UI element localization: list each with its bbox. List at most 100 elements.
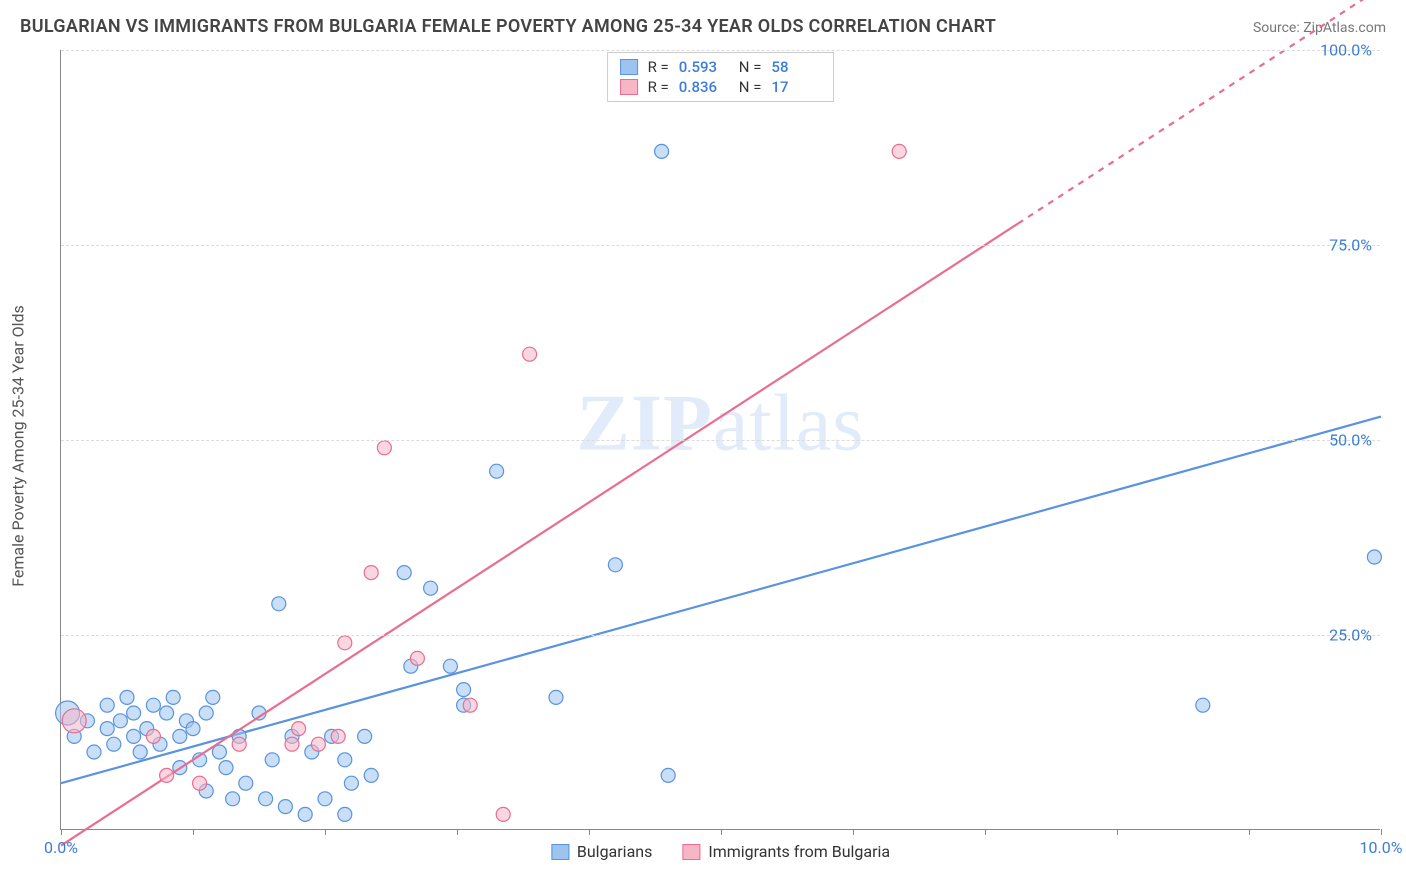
- data-point: [199, 706, 213, 720]
- x-tick-mark: [985, 829, 986, 835]
- data-point: [549, 690, 563, 704]
- data-point: [127, 729, 141, 743]
- data-point: [331, 729, 345, 743]
- data-point: [226, 792, 240, 806]
- x-tick-mark: [1117, 829, 1118, 835]
- data-point: [160, 768, 174, 782]
- legend-n-label: N =: [739, 58, 762, 76]
- data-point: [166, 690, 180, 704]
- data-point: [661, 768, 675, 782]
- x-tick-mark: [1249, 829, 1250, 835]
- plot-area: ZIPatlas R =0.593N =58R =0.836N =17 Bulg…: [60, 50, 1380, 830]
- data-point: [292, 722, 306, 736]
- legend-swatch: [682, 844, 700, 860]
- data-point: [358, 729, 372, 743]
- data-point: [463, 698, 477, 712]
- x-tick-mark: [193, 829, 194, 835]
- data-point: [338, 807, 352, 821]
- x-tick-mark: [325, 829, 326, 835]
- data-point: [239, 776, 253, 790]
- data-point: [100, 722, 114, 736]
- data-point: [146, 729, 160, 743]
- data-point: [298, 807, 312, 821]
- data-point: [1196, 698, 1210, 712]
- x-tick-mark: [589, 829, 590, 835]
- chart-title: BULGARIAN VS IMMIGRANTS FROM BULGARIA FE…: [20, 16, 996, 37]
- legend-item: Immigrants from Bulgaria: [682, 842, 890, 861]
- data-point: [457, 683, 471, 697]
- data-point: [107, 737, 121, 751]
- legend-n-value: 17: [771, 78, 821, 96]
- data-point: [173, 729, 187, 743]
- data-point: [285, 737, 299, 751]
- legend-series: Bulgarians Immigrants from Bulgaria: [551, 842, 890, 861]
- legend-r-value: 0.593: [679, 58, 729, 76]
- gridline: [61, 245, 1380, 246]
- data-point: [655, 144, 669, 158]
- data-point: [338, 753, 352, 767]
- data-point: [278, 800, 292, 814]
- data-point: [311, 737, 325, 751]
- x-tick-label: 10.0%: [1360, 838, 1403, 857]
- legend-r-label: R =: [648, 58, 669, 76]
- gridline: [61, 440, 1380, 441]
- legend-row: R = 0.593 N = 58: [620, 57, 822, 77]
- data-point: [608, 558, 622, 572]
- data-point: [193, 776, 207, 790]
- data-point: [490, 464, 504, 478]
- regression-line: [61, 224, 1018, 846]
- data-point: [397, 566, 411, 580]
- legend-row: R =0.836N =17: [620, 77, 822, 97]
- legend-r-value: 0.836: [679, 78, 729, 96]
- legend-label: Immigrants from Bulgaria: [708, 842, 890, 861]
- legend-label: Bulgarians: [577, 842, 652, 861]
- x-tick-mark: [61, 829, 62, 835]
- data-point: [272, 597, 286, 611]
- x-tick-mark: [457, 829, 458, 835]
- gridline: [61, 50, 1380, 51]
- data-point: [113, 714, 127, 728]
- data-point: [146, 698, 160, 712]
- data-point: [410, 651, 424, 665]
- data-point: [364, 566, 378, 580]
- data-point: [1367, 550, 1381, 564]
- y-tick-label: 75.0%: [1329, 236, 1372, 255]
- data-point: [377, 441, 391, 455]
- legend-swatch: [620, 79, 638, 95]
- data-point: [127, 706, 141, 720]
- legend-swatch: [551, 844, 569, 860]
- x-tick-mark: [721, 829, 722, 835]
- legend-correlation: R = 0.593 N = 58R = 0.836 N = 17: [607, 52, 835, 102]
- data-point: [133, 745, 147, 759]
- regression-line: [61, 417, 1381, 784]
- legend-r-label: R =: [648, 78, 669, 96]
- data-point: [62, 709, 86, 733]
- x-tick-label: 0.0%: [44, 838, 78, 857]
- data-point: [443, 659, 457, 673]
- source-label: Source: ZipAtlas.com: [1253, 20, 1386, 36]
- data-point: [338, 636, 352, 650]
- data-point: [318, 792, 332, 806]
- x-tick-mark: [1381, 829, 1382, 835]
- data-point: [186, 722, 200, 736]
- data-point: [496, 807, 510, 821]
- data-point: [206, 690, 220, 704]
- data-point: [87, 745, 101, 759]
- data-point: [160, 706, 174, 720]
- legend-swatch: [620, 59, 638, 75]
- legend-n-value: 58: [771, 58, 821, 76]
- x-tick-mark: [853, 829, 854, 835]
- y-tick-label: 50.0%: [1329, 431, 1372, 450]
- data-point: [344, 776, 358, 790]
- data-point: [424, 581, 438, 595]
- data-point: [219, 761, 233, 775]
- legend-item: Bulgarians: [551, 842, 652, 861]
- data-point: [364, 768, 378, 782]
- data-point: [265, 753, 279, 767]
- data-point: [523, 347, 537, 361]
- data-point: [259, 792, 273, 806]
- data-point: [232, 737, 246, 751]
- data-point: [100, 698, 114, 712]
- y-tick-label: 25.0%: [1329, 626, 1372, 645]
- gridline: [61, 635, 1380, 636]
